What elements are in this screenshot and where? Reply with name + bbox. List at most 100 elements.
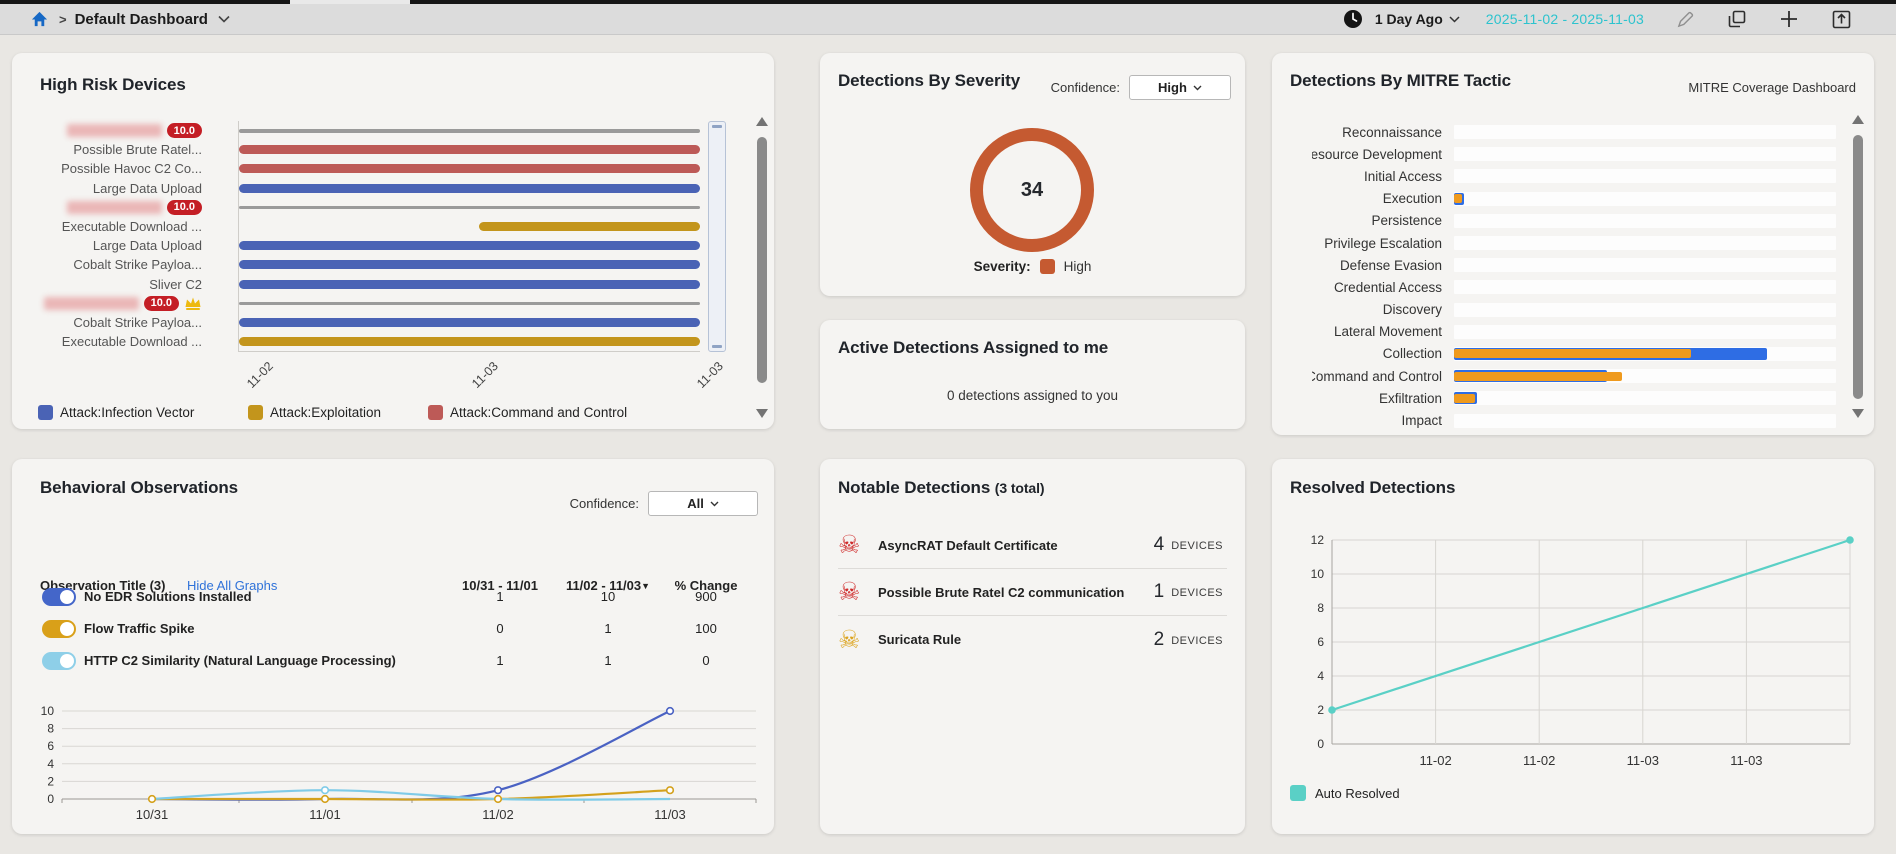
detection-bar[interactable]: [239, 337, 700, 347]
detection-row[interactable]: Sliver C2: [40, 274, 700, 294]
home-icon[interactable]: [30, 10, 49, 28]
legend-label: Attack:Infection Vector: [60, 405, 195, 420]
device-risk-bar[interactable]: [239, 205, 700, 210]
notable-detection-row[interactable]: ☠ Suricata Rule 2 DEVICES: [838, 616, 1227, 663]
device-row[interactable]: 10.0: [40, 293, 700, 313]
detection-bar[interactable]: [239, 260, 700, 270]
scroll-up-arrow[interactable]: [756, 117, 768, 126]
tactic-label: Privilege Escalation: [1324, 235, 1442, 251]
detection-bar[interactable]: [239, 183, 700, 193]
detection-row[interactable]: Possible Havoc C2 Co...: [40, 159, 700, 179]
mitre-tactic-row[interactable]: Collection: [1312, 343, 1836, 365]
detection-bar[interactable]: [239, 164, 700, 174]
device-risk-bar[interactable]: [239, 129, 700, 133]
detection-bar[interactable]: [239, 241, 700, 251]
detection-row[interactable]: Executable Download ...: [40, 332, 700, 352]
hide-all-graphs-link[interactable]: Hide All Graphs: [187, 578, 278, 593]
time-preset-label[interactable]: 1 Day Ago: [1374, 11, 1443, 27]
svg-text:10: 10: [1311, 567, 1325, 581]
detection-row[interactable]: Executable Download ...: [40, 216, 700, 237]
add-widget-icon[interactable]: [1779, 9, 1799, 29]
copy-dashboard-icon[interactable]: [1727, 9, 1747, 29]
row-label: Possible Havoc C2 Co...: [61, 161, 202, 177]
edit-pencil-icon[interactable]: [1676, 10, 1695, 29]
bar-zone: [238, 312, 700, 333]
detection-row[interactable]: Large Data Upload: [40, 178, 700, 198]
mitre-tactic-row[interactable]: Defense Evasion: [1312, 254, 1836, 276]
mitre-tactic-row[interactable]: Execution: [1312, 188, 1836, 210]
mitre-coverage-dashboard-link[interactable]: MITRE Coverage Dashboard: [1688, 80, 1856, 95]
card-title: Active Detections Assigned to me: [838, 338, 1109, 357]
observation-toggle[interactable]: [42, 588, 76, 606]
device-count-unit: DEVICES: [1171, 540, 1223, 552]
col-range-2-sortable[interactable]: 11/02 - 11/03▼: [565, 578, 651, 593]
mitre-tactic-row[interactable]: Privilege Escalation: [1312, 232, 1836, 254]
svg-text:4: 4: [47, 757, 54, 771]
legend-item[interactable]: Attack:Infection Vector: [38, 405, 194, 420]
time-preset-chevron-down-icon[interactable]: [1449, 15, 1460, 23]
mitre-tactic-row[interactable]: Resource Development: [1312, 143, 1836, 165]
svg-text:11-03: 11-03: [1730, 753, 1762, 768]
detection-bar[interactable]: [239, 279, 700, 289]
observation-title[interactable]: HTTP C2 Similarity (Natural Language Pro…: [84, 653, 396, 668]
tactic-bar-orange[interactable]: [1454, 349, 1691, 359]
detection-row[interactable]: Cobalt Strike Payloa...: [40, 255, 700, 275]
dashboard-chevron-down-icon[interactable]: [218, 15, 230, 23]
legend-item[interactable]: Attack:Exploitation: [248, 405, 381, 420]
detection-bar[interactable]: [478, 221, 700, 231]
observation-value: 0: [702, 653, 710, 668]
tactic-bar-orange[interactable]: [1454, 371, 1623, 381]
observation-title[interactable]: No EDR Solutions Installed: [84, 589, 252, 604]
device-risk-bar[interactable]: [239, 301, 700, 306]
scroll-up-arrow[interactable]: [1852, 115, 1864, 124]
bar-zone: [238, 332, 700, 352]
mitre-tactic-row[interactable]: Reconnaissance: [1312, 121, 1836, 143]
scrollbar-thumb[interactable]: [1853, 135, 1863, 399]
detection-row[interactable]: Possible Brute Ratel...: [40, 140, 700, 160]
col-percent-change[interactable]: % Change: [674, 578, 738, 593]
bar-zone: [238, 197, 700, 217]
observation-toggle[interactable]: [42, 620, 76, 638]
device-row[interactable]: 10.0: [40, 121, 700, 141]
scrollbar-thumb[interactable]: [757, 137, 767, 383]
severity-donut-chart[interactable]: 34: [970, 128, 1094, 252]
chart-datazoom-slider[interactable]: [708, 121, 726, 352]
datazoom-top-handle[interactable]: [712, 125, 722, 128]
tactic-track: [1454, 125, 1836, 140]
confidence-dropdown[interactable]: All: [648, 491, 758, 516]
scroll-down-arrow[interactable]: [1852, 409, 1864, 418]
mitre-tactic-row[interactable]: Credential Access: [1312, 276, 1836, 298]
mitre-tactic-row[interactable]: Exfiltration: [1312, 387, 1836, 409]
clock-icon[interactable]: [1343, 9, 1363, 29]
detection-bar[interactable]: [239, 317, 700, 327]
scroll-down-arrow[interactable]: [756, 409, 768, 418]
device-row[interactable]: 10.0: [40, 197, 700, 217]
tactic-bar-orange[interactable]: [1454, 393, 1475, 403]
mitre-tactic-row[interactable]: Initial Access: [1312, 165, 1836, 187]
observation-toggle[interactable]: [42, 652, 76, 670]
severity-label: Severity:: [973, 259, 1031, 274]
date-range-value[interactable]: 2025-11-02 - 2025-11-03: [1485, 11, 1644, 27]
mitre-tactic-row[interactable]: Command and Control: [1312, 365, 1836, 387]
col-range-1[interactable]: 10/31 - 11/01: [462, 578, 538, 593]
notable-detection-row[interactable]: ☠ AsyncRAT Default Certificate 4 DEVICES: [838, 522, 1227, 569]
behavioral-line-chart: 10 8 6 4 2 0 10/31 11/01 11/02 11/03: [41, 704, 757, 822]
mitre-tactic-row[interactable]: Impact: [1312, 409, 1836, 431]
notable-detections-card: Notable Detections (3 total) ☠ AsyncRAT D…: [820, 459, 1245, 834]
mitre-tactic-row[interactable]: Lateral Movement: [1312, 321, 1836, 343]
detection-row[interactable]: Cobalt Strike Payloa...: [40, 312, 700, 333]
detection-row[interactable]: Large Data Upload: [40, 236, 700, 256]
observation-title[interactable]: Flow Traffic Spike: [84, 621, 195, 636]
tactic-bar-orange[interactable]: [1454, 194, 1462, 204]
notable-detection-row[interactable]: ☠ Possible Brute Ratel C2 communication 1 D…: [838, 569, 1227, 616]
resolved-legend: Auto Resolved: [1290, 785, 1400, 801]
mitre-tactic-row[interactable]: Discovery: [1312, 299, 1836, 321]
mitre-tactic-row[interactable]: Persistence: [1312, 210, 1836, 232]
resolved-detections-card: Resolved Detections 12 10 8 6 4 2 0 11-02 11-02 1…: [1272, 459, 1874, 834]
detection-bar[interactable]: [239, 145, 700, 155]
confidence-dropdown[interactable]: High: [1129, 75, 1231, 100]
export-dashboard-icon[interactable]: [1831, 9, 1852, 30]
datazoom-bottom-handle[interactable]: [712, 345, 722, 348]
legend-item[interactable]: Attack:Command and Control: [428, 405, 627, 420]
severity-legend: Severity: High: [820, 259, 1245, 274]
